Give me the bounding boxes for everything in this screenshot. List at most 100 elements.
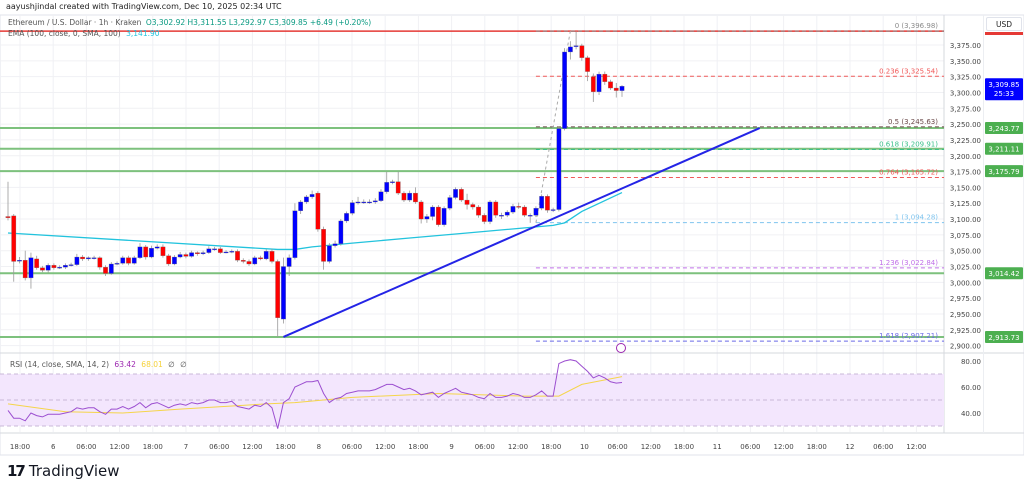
rsi-line	[7, 359, 623, 429]
candle-up	[527, 215, 533, 217]
candle-up	[453, 189, 458, 198]
trendline	[283, 127, 761, 338]
time-tick-label: 06:00	[342, 443, 362, 451]
fib-level-label: 1 (3,094.28)	[895, 214, 939, 222]
candle-down	[143, 246, 149, 258]
support-price-badge	[985, 122, 1023, 135]
price-tick-label: 3,350.00	[950, 58, 981, 66]
fib-level-label: 0.618 (3,209.91)	[879, 140, 938, 148]
ema-100-line	[7, 191, 623, 251]
candle-up	[281, 266, 286, 320]
price-tick-label: 3,125.00	[950, 200, 981, 208]
candle-up	[292, 210, 298, 258]
price-tick-label: 3,175.00	[950, 169, 981, 177]
candle-down	[321, 229, 326, 262]
time-tick-label: 06:00	[209, 443, 229, 451]
price-tick-label: 2,925.00	[950, 327, 981, 335]
candle-down	[269, 251, 275, 262]
candle-up	[108, 263, 114, 274]
candle-down	[470, 204, 476, 208]
current-price-badge	[985, 78, 1023, 101]
time-tick-label: 18:00	[10, 443, 30, 451]
candle-down	[585, 57, 590, 72]
rsi-ma-line	[7, 376, 623, 414]
rsi-na-symbol: ∅	[180, 360, 187, 369]
time-tick-label: 18:00	[807, 443, 827, 451]
price-tick-label: 3,300.00	[950, 89, 981, 97]
candle-up	[390, 181, 395, 183]
price-tick-label: 3,375.00	[950, 42, 981, 50]
candle-up	[573, 45, 579, 47]
time-tick-label: 6	[51, 443, 56, 451]
candle-up	[533, 208, 539, 216]
candle-up	[447, 197, 453, 209]
ema-label: EMA (100, close, 0, SMA, 100)	[8, 29, 121, 38]
candle-up	[309, 194, 315, 198]
candle-up	[378, 191, 384, 201]
fib-level-label: 1.236 (3,022.84)	[879, 259, 938, 267]
symbol-name[interactable]: Ethereum / U.S. Dollar · 1h · Kraken	[8, 18, 142, 27]
candle-down	[126, 257, 131, 264]
candle-down	[51, 265, 57, 268]
price-tick-label: 3,100.00	[950, 216, 981, 224]
candle-down	[5, 216, 11, 218]
candle-down	[579, 45, 585, 58]
rsi-legend[interactable]: RSI (14, close, SMA, 14, 2) 63.42 68.01 …	[10, 360, 187, 369]
price-tick-label: 3,050.00	[950, 248, 981, 256]
candle-up	[154, 246, 160, 249]
candle-up	[384, 182, 390, 192]
time-tick-label: 18:00	[408, 443, 428, 451]
time-tick-label: 12:00	[508, 443, 528, 451]
candle-down	[166, 255, 172, 265]
candle-up	[28, 257, 34, 279]
time-tick-label: 7	[184, 443, 188, 451]
ohlc-values: O3,302.92 H3,311.55 L3,292.97 C3,309.85 …	[145, 18, 372, 27]
candle-down	[458, 189, 464, 201]
time-tick-label: 12	[846, 443, 855, 451]
candle-down	[258, 257, 263, 260]
candle-down	[590, 76, 596, 92]
tradingview-logo[interactable]: 17 TradingView	[7, 462, 120, 480]
support-price-badge-text: 2,913.73	[988, 334, 1019, 342]
candle-up	[91, 257, 97, 259]
candle-up	[430, 206, 435, 217]
tradingview-logo-icon: 17	[7, 462, 26, 480]
candle-down	[464, 199, 470, 205]
candle-down	[183, 254, 189, 257]
candle-up	[206, 248, 212, 253]
symbol-legend: Ethereum / U.S. Dollar · 1h · Kraken O3,…	[8, 18, 371, 27]
price-tick-label: 3,325.00	[950, 74, 981, 82]
candle-up	[326, 245, 332, 262]
candle-up	[63, 265, 68, 268]
candle-up	[355, 201, 361, 204]
candle-up	[172, 256, 177, 265]
candle-down	[401, 192, 407, 201]
candle-down	[545, 196, 550, 211]
time-tick-label: 18:00	[143, 443, 163, 451]
candle-down	[246, 261, 252, 265]
candle-up	[17, 260, 22, 262]
ema-legend[interactable]: EMA (100, close, 0, SMA, 100) 3,141.90	[8, 29, 160, 38]
currency-button[interactable]: USD	[986, 17, 1022, 31]
candle-up	[298, 201, 304, 211]
chart-credit: aayushjindal created with TradingView.co…	[6, 2, 282, 11]
rsi-tick-label: 40.00	[961, 410, 981, 418]
time-tick-label: 9	[449, 443, 453, 451]
candle-up	[177, 254, 183, 258]
candle-down	[160, 246, 166, 256]
rsi-tick-label: 80.00	[961, 358, 981, 366]
current-price-badge-text: 3,309.85	[988, 81, 1019, 89]
candle-up	[407, 192, 413, 201]
candle-up	[596, 73, 602, 92]
candle-down	[522, 206, 527, 216]
support-price-badge	[985, 267, 1023, 280]
candle-down	[481, 215, 487, 222]
candle-up	[344, 213, 349, 222]
price-tick-label: 2,975.00	[950, 295, 981, 303]
candle-up	[499, 215, 504, 217]
candle-down	[613, 87, 619, 91]
candle-up	[229, 251, 235, 253]
fib-level-label: 0 (3,396.98)	[895, 22, 939, 30]
price-tick-label: 3,150.00	[950, 184, 981, 192]
